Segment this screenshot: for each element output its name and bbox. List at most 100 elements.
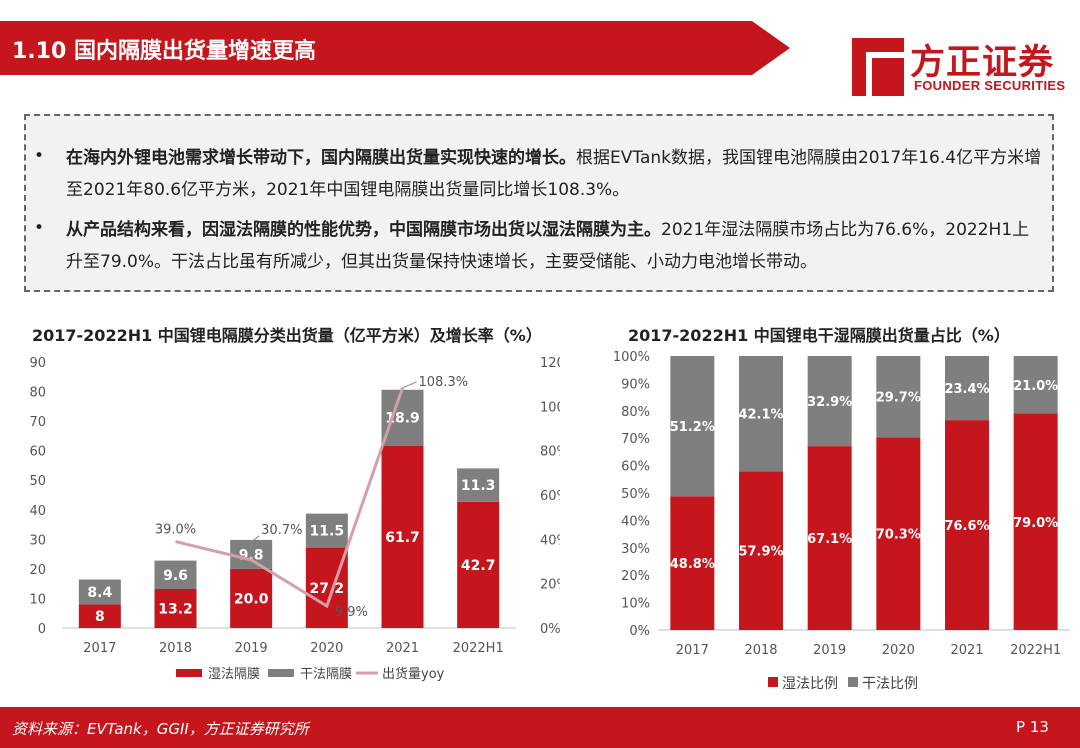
- bar-dry: [78, 579, 121, 605]
- bar-dry-share: [1013, 356, 1058, 414]
- logo-english-name: FOUNDER SECURITIES: [914, 78, 1066, 93]
- y2-tick-label: 60%: [540, 489, 560, 504]
- bar-dry-label: 11.3: [461, 478, 496, 494]
- bar-dry-share-label: 21.0%: [1013, 379, 1058, 394]
- bullet-2: •: [34, 218, 45, 238]
- bar-wet-label: 61.7: [385, 530, 420, 546]
- bar-wet-share-label: 67.1%: [807, 532, 852, 547]
- bar-wet: [381, 445, 424, 628]
- y2-tick-label: 40%: [540, 533, 560, 548]
- y2-tick-label: 80%: [540, 445, 560, 460]
- logo-mark-icon: [852, 38, 904, 96]
- bar-dry-share-label: 51.2%: [670, 420, 715, 435]
- bar-wet-share: [876, 437, 921, 630]
- y-tick-label: 10: [29, 592, 46, 607]
- y-tick-label: 80: [29, 386, 46, 401]
- y-tick-label: 40%: [621, 514, 650, 529]
- legend-label-wet-share: 湿法比例: [782, 676, 838, 692]
- shipment-combo-chart: 0 10 20 30 40 50 60 70 80 90 0% 20% 40% 60% 80% 100% 120…: [29, 356, 560, 682]
- bar-wet-share-label: 70.3%: [876, 528, 921, 543]
- y-tick-label: 30%: [621, 542, 650, 557]
- bar-wet-label: 42.7: [461, 558, 496, 574]
- bar-dry-label: 11.5: [310, 524, 345, 540]
- legend-label-wet: 湿法隔膜: [208, 667, 260, 682]
- yoy-point-label: 108.3%: [419, 375, 469, 390]
- summary-item-1-text: 根据EVTank数据，我国锂电池隔膜由2017年16.4亿平方米增至2021年8…: [66, 148, 1042, 200]
- x-tick-label: 2018: [744, 643, 777, 658]
- summary-item-1-bold: 在海内外锂电池需求增长带动下，国内隔膜出货量实现快速的增长。: [66, 148, 576, 168]
- bar-wet: [78, 604, 121, 628]
- chart1-title: 2017-2022H1 中国锂电隔膜分类出货量（亿平方米）及增长率（%）: [32, 326, 542, 345]
- bar-dry: [154, 560, 197, 589]
- summary-item-1: 在海内外锂电池需求增长带动下，国内隔膜出货量实现快速的增长。根据EVTank数据…: [66, 142, 1046, 206]
- bar-wet-share-label: 79.0%: [1013, 516, 1058, 531]
- x-tick-label: 2020: [310, 641, 343, 656]
- y-tick-label: 40: [29, 504, 46, 519]
- legend-swatch-wet: [176, 669, 202, 677]
- y-tick-label: 50: [29, 474, 46, 489]
- yoy-line: [175, 387, 404, 609]
- y-tick-label: 90%: [621, 377, 650, 392]
- y2-tick-label: 100%: [540, 400, 560, 415]
- bar-wet: [230, 568, 273, 628]
- bar-wet-label: 27.2: [310, 581, 345, 597]
- bar-dry-share: [739, 356, 783, 472]
- header-banner: [0, 21, 790, 75]
- bar-dry: [381, 389, 424, 446]
- y-tick-label: 60: [29, 445, 46, 460]
- logo-chinese-name: 方正证券: [910, 43, 1055, 83]
- y-tick-label: 100%: [613, 350, 650, 365]
- bar-wet-share: [670, 496, 715, 630]
- x-tick-label: 2020: [882, 643, 915, 658]
- yoy-point-label: 39.0%: [155, 523, 196, 538]
- x-tick-label: 2017: [676, 643, 709, 658]
- y-tick-label: 0%: [629, 624, 650, 639]
- y-tick-label: 70: [29, 415, 46, 430]
- y2-tick-label: 0%: [540, 622, 560, 637]
- summary-item-2-bold: 从产品结构来看，因湿法隔膜的性能优势，中国隔膜市场出货以湿法隔膜为主。: [66, 220, 661, 240]
- bar-wet-share: [1013, 413, 1058, 630]
- y-tick-label: 90: [29, 356, 46, 371]
- bar-wet-label: 20.0: [234, 591, 269, 607]
- bar-wet-share: [807, 446, 852, 630]
- bar-wet-share: [945, 420, 989, 630]
- bar-dry-share: [876, 356, 921, 438]
- x-tick-label: 2021: [386, 641, 419, 656]
- y-tick-label: 60%: [621, 460, 650, 475]
- summary-item-2: 从产品结构来看，因湿法隔膜的性能优势，中国隔膜市场出货以湿法隔膜为主。2021年…: [66, 214, 1046, 278]
- legend-label-dry: 干法隔膜: [300, 667, 352, 682]
- y-tick-label: 80%: [621, 405, 650, 420]
- summary-box: • 在海内外锂电池需求增长带动下，国内隔膜出货量实现快速的增长。根据EVTank…: [24, 114, 1054, 292]
- bar-wet: [154, 588, 197, 628]
- summary-item-2-text: 2021年湿法隔膜市场占比为76.6%，2022H1上升至79.0%。干法占比虽…: [66, 220, 1030, 272]
- bar-wet-label: 13.2: [158, 601, 193, 617]
- chart2-title: 2017-2022H1 中国锂电干湿隔膜出货量占比（%）: [628, 326, 1010, 345]
- bar-dry-share-label: 42.1%: [738, 408, 783, 423]
- legend-label-yoy: 出货量yoy: [382, 666, 445, 682]
- y-tick-label: 20: [29, 563, 46, 578]
- legend-label-dry-share: 干法比例: [862, 676, 918, 692]
- bar-dry-share: [807, 356, 852, 447]
- y-tick-label: 50%: [621, 487, 650, 502]
- x-tick-label: 2022H1: [453, 641, 504, 656]
- x-tick-label: 2021: [950, 643, 983, 658]
- bullet-1: •: [34, 146, 45, 166]
- bar-dry-share-label: 32.9%: [807, 395, 852, 410]
- bar-dry-label: 9.6: [163, 568, 188, 584]
- y2-tick-label: 120%: [540, 356, 560, 371]
- yoy-leader-line: [250, 535, 260, 558]
- y-tick-label: 10%: [621, 597, 650, 612]
- y2-tick-label: 20%: [540, 578, 560, 593]
- y-tick-label: 0: [38, 622, 46, 637]
- x-tick-label: 2019: [235, 641, 268, 656]
- y-tick-label: 20%: [621, 569, 650, 584]
- page-number: P 13: [1016, 718, 1049, 736]
- bar-dry-share-label: 29.7%: [876, 391, 921, 406]
- yoy-point-label: 30.7%: [261, 523, 302, 538]
- bar-wet: [305, 547, 348, 628]
- bar-wet: [457, 501, 500, 628]
- bar-dry: [305, 513, 348, 548]
- bar-dry-share-label: 23.4%: [944, 382, 989, 397]
- bar-wet-share-label: 57.9%: [738, 545, 783, 560]
- x-tick-label: 2022H1: [1010, 643, 1061, 658]
